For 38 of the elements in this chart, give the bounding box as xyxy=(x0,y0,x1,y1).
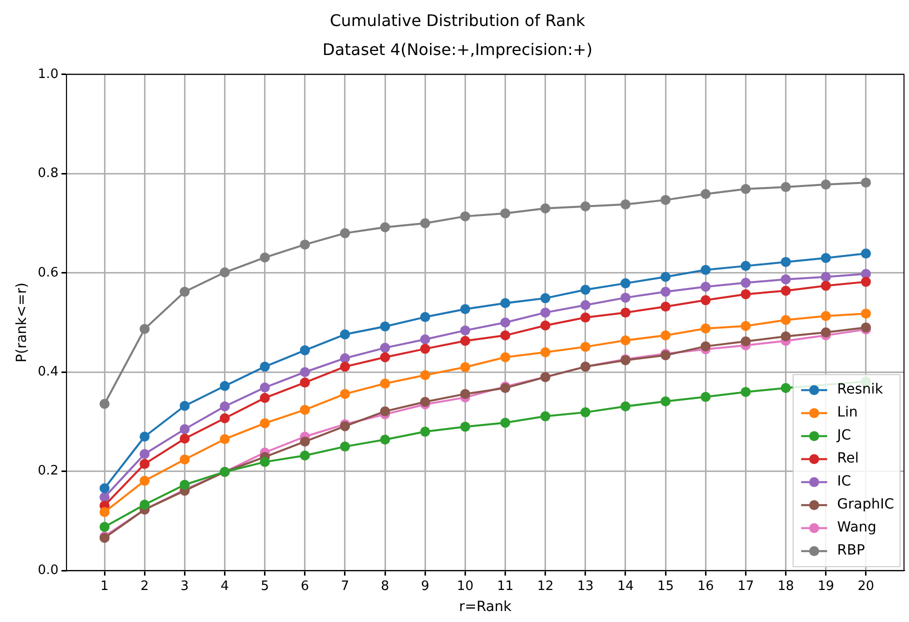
y-tick-label: 0.6 xyxy=(38,265,58,280)
chart-subtitle: Dataset 4(Noise:+,Imprecision:+) xyxy=(322,40,592,59)
legend-label: IC xyxy=(837,474,852,490)
legend-label: Lin xyxy=(837,404,858,421)
x-tick-label: 9 xyxy=(420,578,430,594)
y-tick-label: 0.2 xyxy=(38,464,58,479)
legend-label: GraphIC xyxy=(837,496,894,513)
y-tick-label: 1.0 xyxy=(38,66,58,82)
x-tick-label: 14 xyxy=(617,578,634,594)
x-tick-label: 15 xyxy=(657,578,674,594)
legend-label: JC xyxy=(836,428,852,444)
x-tick-label: 16 xyxy=(697,578,714,594)
x-tick-label: 6 xyxy=(300,578,310,594)
legend-label: Rel xyxy=(837,450,859,467)
chart-title: Cumulative Distribution of Rank xyxy=(330,10,586,30)
x-tick-label: 4 xyxy=(220,578,229,594)
y-tick-label: 0.8 xyxy=(38,166,58,182)
x-tick-label: 13 xyxy=(577,578,594,594)
legend-label: Wang xyxy=(837,520,876,536)
x-tick-label: 17 xyxy=(737,578,754,594)
x-tick-label: 1 xyxy=(100,578,109,594)
x-tick-label: 10 xyxy=(456,578,474,594)
x-tick-label: 20 xyxy=(858,578,874,594)
y-axis-title: P(rank<=r) xyxy=(14,282,30,362)
x-axis-title: r=Rank xyxy=(459,599,512,616)
x-tick-label: 8 xyxy=(380,578,390,594)
x-tick-label: 7 xyxy=(340,578,350,594)
x-tick-label: 3 xyxy=(180,578,189,594)
x-tick-label: 12 xyxy=(537,578,554,594)
x-tick-label: 18 xyxy=(778,578,794,594)
x-tick-label: 5 xyxy=(260,578,269,594)
x-tick-label: 19 xyxy=(818,578,834,594)
legend-label: Resnik xyxy=(837,382,884,398)
x-tick-label: 11 xyxy=(497,578,514,594)
x-tick-label: 2 xyxy=(140,578,149,594)
legend-label: RBP xyxy=(837,542,865,559)
y-tick-label: 0.0 xyxy=(38,562,58,578)
y-tick-label: 0.4 xyxy=(38,364,58,380)
